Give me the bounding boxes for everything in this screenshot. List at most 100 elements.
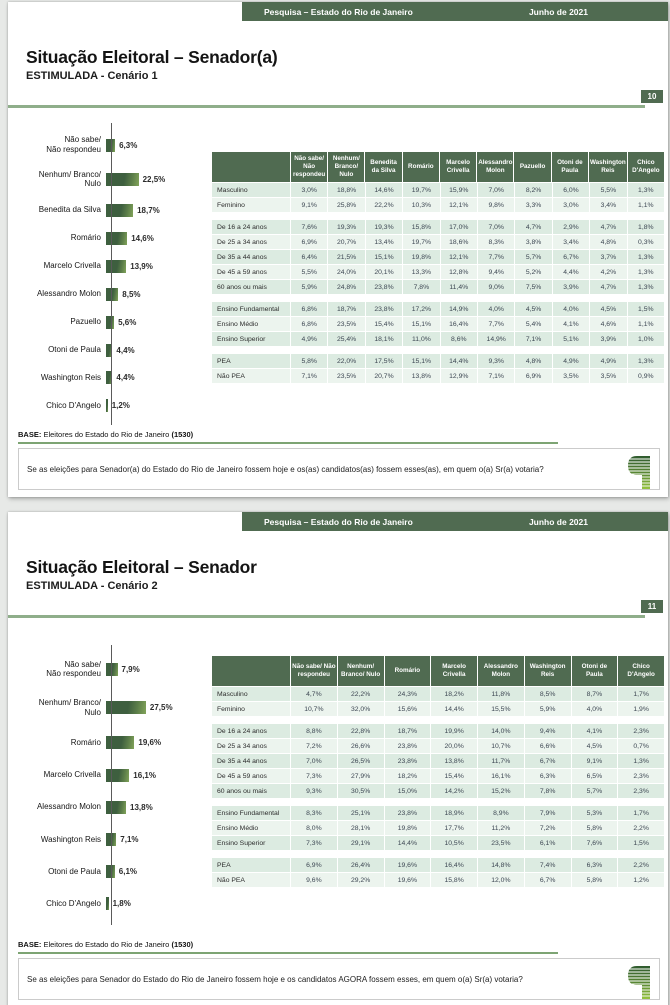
table-cell: 19,3% (365, 220, 403, 234)
table-cell: 10,5% (431, 836, 477, 850)
header-survey-title: Pesquisa – Estado do Rio de Janeiro (264, 516, 413, 527)
table-cell: 6,4% (291, 250, 328, 264)
table-cell: 4,0% (552, 302, 590, 316)
table-cell: 7,7% (478, 250, 515, 264)
table-cell: 6,8% (291, 302, 328, 316)
table-cell: 29,1% (337, 836, 384, 850)
table-row: PEA 5,8% 22,0% 17,5% 15,1% 14,4% 9,3% 4,8% 4,9% 4… (212, 354, 664, 368)
report-page-senador-cenario-1: Pesquisa – Estado do Rio de Janeiro Junh… (8, 2, 668, 497)
table-cell: 20,0% (431, 739, 477, 753)
chart-row: Chico D'Angelo 1,2% (14, 399, 212, 413)
table-cell: 15,1% (403, 317, 440, 331)
table-cell: 1,7% (618, 687, 664, 701)
chart-category-label: Pazuello (70, 317, 101, 327)
table-row: De 25 a 34 anos 7,2% 26,6% 23,8% 20,0% 10,7% 6… (212, 739, 664, 753)
table-cell: 3,8% (515, 235, 552, 249)
table-cell: 14,4% (431, 702, 477, 716)
chart-bar (106, 399, 108, 413)
table-row: Ensino Superior 4,9% 25,4% 18,1% 11,0% 8,6% 14… (212, 332, 664, 346)
table-cell: 11,7% (478, 754, 524, 768)
chart-bar (106, 800, 126, 814)
page-header-bar: Pesquisa – Estado do Rio de Janeiro Junh… (242, 512, 668, 531)
table-column-header: Alessandro Molon (477, 152, 514, 182)
table-cell: 16,4% (431, 858, 477, 872)
table-row-label: PEA (212, 354, 290, 368)
table-cell: 9,1% (571, 754, 618, 768)
table-cell: 1,3% (627, 280, 664, 294)
table-cell: 12,9% (440, 369, 477, 383)
table-cell: 2,2% (618, 821, 664, 835)
table-column-header: Não sabe/ Não respondeu (291, 656, 337, 686)
chart-category-label: Nenhum/ Branco/ Nulo (38, 169, 101, 189)
chart-bar (106, 371, 113, 385)
table-column-header: Chico D'Angelo (618, 656, 664, 686)
chart-category-label: Alessandro Molon (36, 289, 101, 299)
table-cell: 0,3% (627, 235, 664, 249)
table-cell: 7,3% (291, 769, 337, 783)
table-cell: 8,3% (478, 235, 515, 249)
table-row: 60 anos ou mais 9,3% 30,5% 15,0% 14,2% 15,2% 7… (212, 784, 664, 798)
table-row-label: De 25 a 34 anos (212, 739, 290, 753)
table-column-header: Nenhum/ Branco/ Nulo (328, 152, 365, 182)
table-cell: 1,0% (627, 332, 664, 346)
table-cell: 10,7% (291, 702, 337, 716)
table-group-spacer (212, 347, 664, 354)
table-cell: 23,8% (384, 754, 431, 768)
table-cell: 8,5% (524, 687, 571, 701)
results-bar-chart: Não sabe/ Não respondeu 6,3% Nenhum/ Branc… (14, 123, 212, 425)
table-cell: 2,9% (552, 220, 590, 234)
table-cell: 1,8% (627, 220, 664, 234)
table-cell: 5,8% (291, 354, 328, 368)
chart-row: Nenhum/ Branco/ Nulo 27,5% (14, 698, 212, 717)
chart-value-label: 13,8% (130, 802, 153, 812)
table-group-spacer (212, 799, 664, 806)
table-cell: 7,0% (478, 220, 515, 234)
table-cell: 7,3% (291, 836, 337, 850)
table-cell: 9,0% (478, 280, 515, 294)
table-cell: 9,6% (291, 873, 337, 887)
table-cell: 1,3% (618, 754, 664, 768)
table-cell: 14,9% (478, 332, 515, 346)
table-column-header: Benedita da Silva (365, 152, 402, 182)
table-row-label: Ensino Fundamental (212, 806, 290, 820)
table-cell: 14,6% (365, 183, 403, 197)
table-cell: 20,7% (328, 235, 365, 249)
table-cell: 17,7% (431, 821, 477, 835)
table-row-label: De 16 a 24 anos (212, 724, 290, 738)
table-cell: 5,5% (590, 183, 627, 197)
table-row-label: De 16 a 24 anos (212, 220, 290, 234)
table-cell: 3,9% (552, 280, 590, 294)
table-cell: 5,3% (571, 806, 618, 820)
chart-row: Otoni de Paula 4,4% (14, 343, 212, 357)
chart-value-label: 18,7% (137, 205, 160, 215)
table-row-label: Feminino (212, 198, 290, 212)
table-row: PEA 6,9% 26,4% 19,6% 16,4% 14,8% 7,4% 6,3% 2,2% (212, 858, 664, 872)
table-cell: 16,1% (478, 769, 524, 783)
table-row: Masculino 3,0% 18,8% 14,6% 19,7% 15,9% 7,0% 8,2… (212, 183, 664, 197)
header-survey-title: Pesquisa – Estado do Rio de Janeiro (264, 6, 413, 17)
results-bar-chart: Não sabe/ Não respondeu 7,9% Nenhum/ Branc… (14, 645, 212, 925)
table-cell: 19,7% (403, 183, 440, 197)
table-cell: 5,7% (571, 784, 618, 798)
table-cell: 23,8% (384, 739, 431, 753)
table-cell: 20,1% (365, 265, 403, 279)
table-cell: 2,2% (618, 858, 664, 872)
table-cell: 15,1% (403, 354, 440, 368)
table-row-label: De 35 a 44 anos (212, 754, 290, 768)
table-row: Ensino Fundamental 6,8% 18,7% 23,8% 17,2% 14,… (212, 302, 664, 316)
table-cell: 5,9% (524, 702, 571, 716)
crosstab-table: Não sabe/ Não respondeu Nenhum/ Branco/ N… (212, 656, 664, 888)
chart-row: Nenhum/ Branco/ Nulo 22,5% (14, 170, 212, 189)
chart-row: Washington Reis 4,4% (14, 371, 212, 385)
table-cell: 7,9% (524, 806, 571, 820)
table-cell: 14,0% (478, 724, 524, 738)
chart-bar (106, 897, 109, 911)
table-cell: 14,2% (431, 784, 477, 798)
table-cell: 11,4% (440, 280, 477, 294)
table-cell: 6,5% (571, 769, 618, 783)
table-cell: 6,3% (524, 769, 571, 783)
table-column-header: Nenhum/ Branco/ Nulo (337, 656, 384, 686)
table-cell: 23,5% (328, 369, 365, 383)
table-row-label: Ensino Superior (212, 332, 290, 346)
table-row: De 35 a 44 anos 6,4% 21,5% 15,1% 19,8% 12,1% 7… (212, 250, 664, 264)
